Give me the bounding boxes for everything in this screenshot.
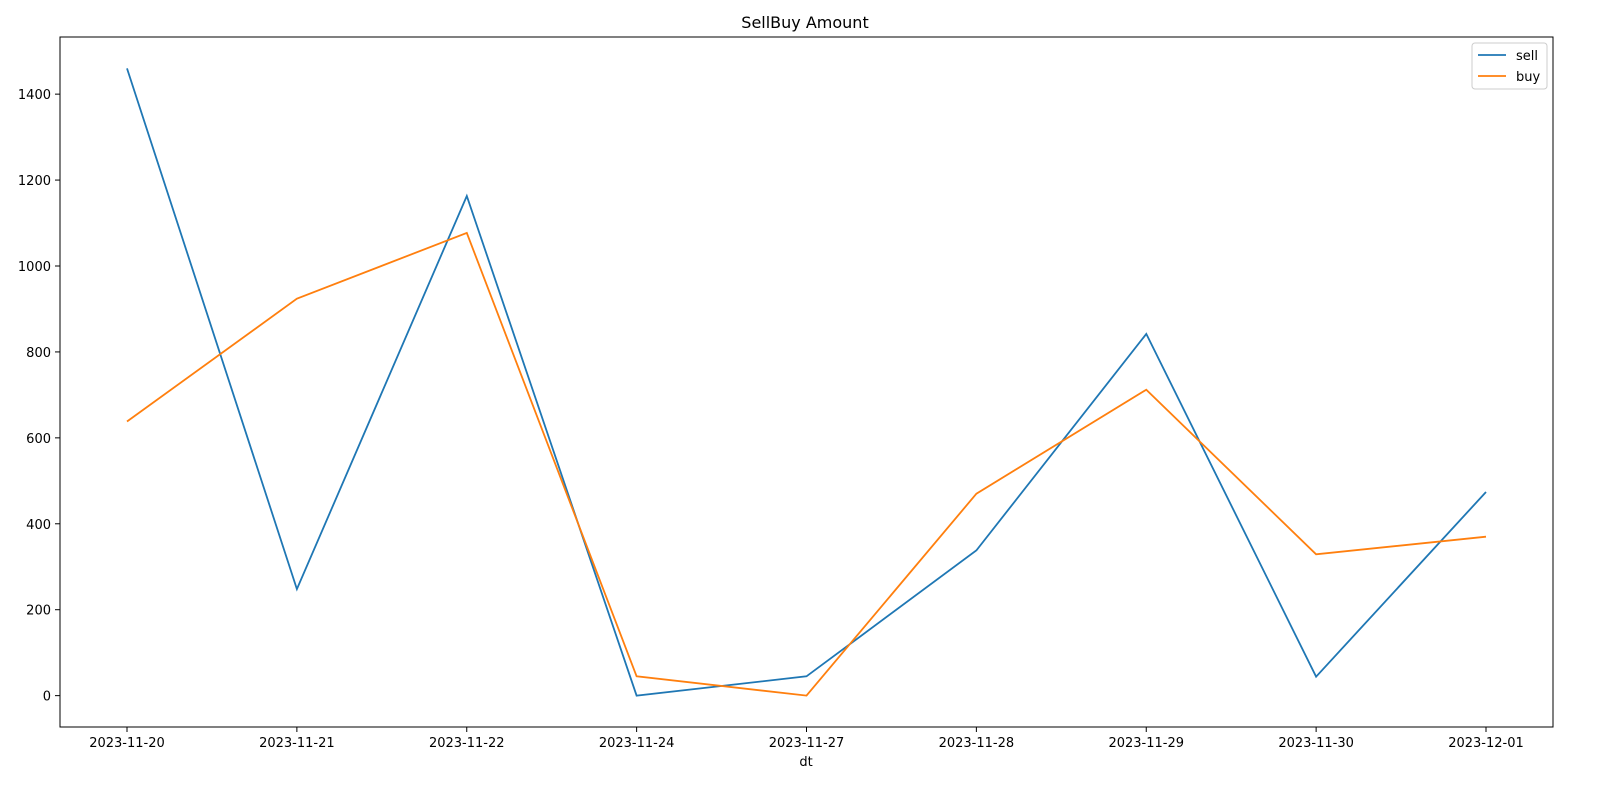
y-axis: 0 200 400 600 800 1000 1200 1400 <box>18 88 60 705</box>
legend-label-sell: sell <box>1516 49 1538 64</box>
y-tick-label: 0 <box>43 690 51 705</box>
x-tick-label: 2023-11-21 <box>259 736 335 751</box>
x-tick-label: 2023-11-29 <box>1108 736 1184 751</box>
series-line-buy <box>126 231 1487 697</box>
x-tick-label: 2023-11-28 <box>939 736 1015 751</box>
y-tick-label: 1400 <box>18 88 51 103</box>
x-axis: 2023-11-20 2023-11-21 2023-11-22 2023-11-24… <box>89 727 1524 751</box>
x-axis-label: dt <box>799 755 812 770</box>
x-tick-label: 2023-11-22 <box>429 736 505 751</box>
series-lines <box>126 68 1487 697</box>
chart-title: SellBuy Amount <box>741 13 868 32</box>
y-tick-label: 200 <box>26 604 51 619</box>
plot-area-frame <box>59 36 1554 728</box>
y-tick-label: 1200 <box>18 174 51 189</box>
legend: sell buy <box>1471 42 1548 90</box>
x-tick-label: 2023-11-20 <box>89 736 165 751</box>
x-tick-label: 2023-12-01 <box>1448 736 1524 751</box>
x-tick-label: 2023-11-27 <box>769 736 845 751</box>
y-tick-label: 600 <box>26 432 51 447</box>
series-line-sell <box>126 68 1487 697</box>
y-tick-label: 800 <box>26 346 51 361</box>
legend-label-buy: buy <box>1516 70 1540 85</box>
y-tick-label: 400 <box>26 518 51 533</box>
x-tick-label: 2023-11-24 <box>599 736 675 751</box>
x-tick-label: 2023-11-30 <box>1278 736 1354 751</box>
y-tick-label: 1000 <box>18 260 51 275</box>
